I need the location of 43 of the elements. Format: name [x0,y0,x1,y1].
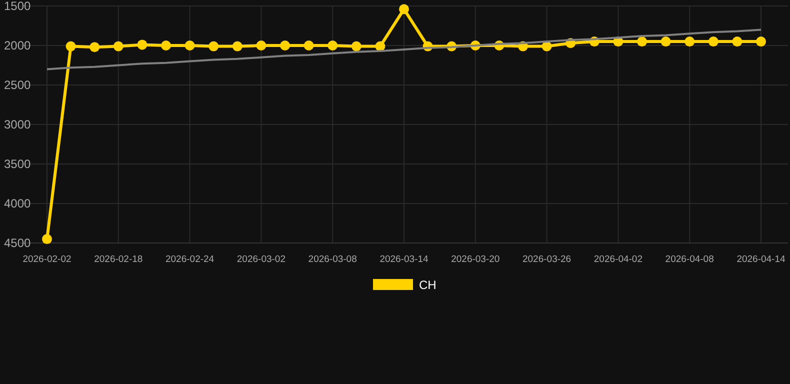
point [66,41,76,52]
x-tick-label: 2026-03-14 [380,254,428,265]
point [660,36,671,47]
point [280,40,290,50]
x-tick-label: 2026-03-02 [236,254,286,265]
y-tick-label: 1500 [4,0,32,13]
legend-label: CH [419,278,436,292]
point [161,40,171,50]
point [256,40,266,50]
x-tick-label: 2026-04-14 [736,254,786,265]
point [637,36,647,47]
point [113,41,124,52]
x-tick-label: 2026-02-24 [165,254,214,265]
x-tick-label: 2026-04-08 [665,254,714,265]
point [304,40,314,50]
line-series [46,28,762,70]
point [42,234,52,244]
point [137,40,148,50]
point [756,36,766,47]
y-tick-label: 4500 [4,236,32,250]
point [351,41,362,52]
y-tick-label: 3500 [4,157,32,171]
y-tick-label: 4000 [4,196,32,210]
point [708,36,718,47]
point [232,41,242,52]
x-tick-label: 2026-03-26 [522,254,572,265]
y-tick-label: 3000 [4,118,32,132]
x-tick-label: 2026-02-02 [22,254,72,265]
y-tick-label: 2500 [4,78,32,92]
point [375,41,386,52]
x-tick-label: 2026-02-18 [94,254,143,265]
point [184,40,195,50]
point [542,41,552,52]
point [328,40,338,50]
y-tick-label: 2000 [4,38,32,52]
point [208,41,219,52]
x-tick-label: 2026-04-02 [594,254,643,265]
point [684,36,695,47]
point [399,4,409,14]
x-tick-label: 2026-03-20 [451,254,500,265]
x-tick-label: 2026-03-08 [308,254,357,265]
point [90,42,100,52]
point [732,36,742,47]
